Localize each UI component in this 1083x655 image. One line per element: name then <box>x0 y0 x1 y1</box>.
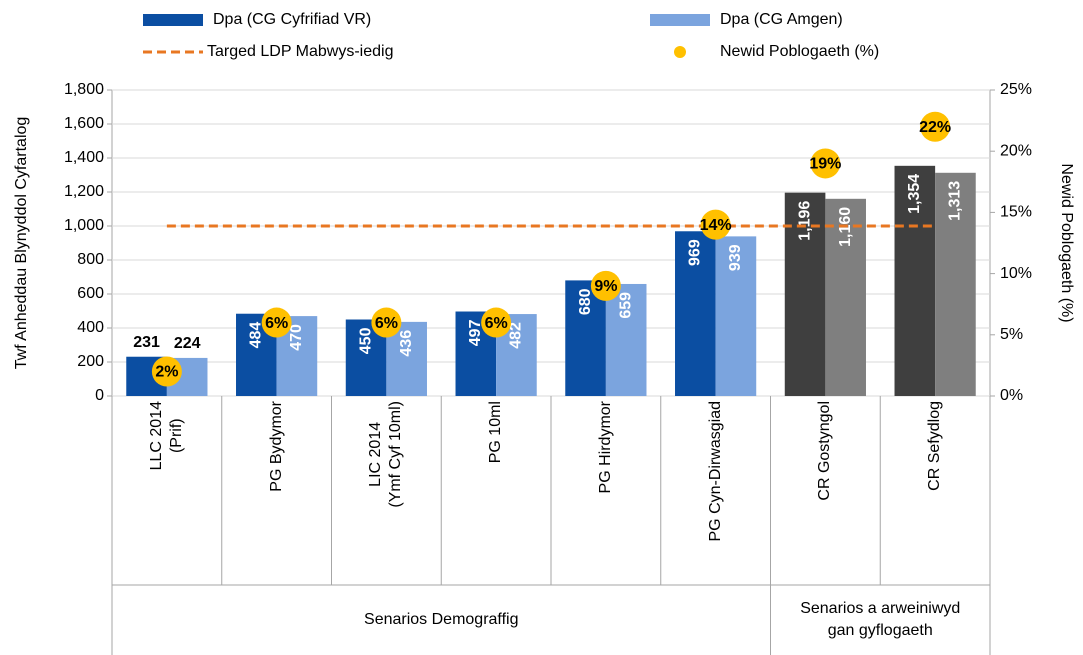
y-tick-label: 1,000 <box>64 217 104 234</box>
bar <box>565 280 606 396</box>
y-tick-label: 1,600 <box>64 115 104 132</box>
value-label: 484 <box>248 322 265 349</box>
y-tick-label: 600 <box>77 285 104 302</box>
legend-swatch <box>650 14 710 26</box>
dot-label: 19% <box>809 156 841 173</box>
bar <box>825 198 866 396</box>
legend-label: Targed LDP Mabwys-iedig <box>207 43 393 60</box>
x-tick-label: LIC 2014 (Ymf Cyf 10ml) <box>367 401 405 508</box>
value-label: 659 <box>617 292 634 319</box>
bar <box>605 283 647 396</box>
y2-tick-label: 20% <box>1000 142 1032 159</box>
x-tick-label: CR Sefydlog <box>926 401 944 491</box>
group-label: Senarios Demograffig <box>364 611 519 628</box>
y2-tick-label: 5% <box>1000 326 1023 343</box>
y-tick-label: 0 <box>95 387 104 404</box>
population-dot <box>590 270 621 301</box>
population-dot <box>920 111 951 142</box>
x-tick-label: PG Hirdymor <box>596 401 614 494</box>
population-dot <box>700 209 731 240</box>
population-dot <box>151 356 182 387</box>
x-tick-label: LLC 2014 (Prif) <box>147 401 185 471</box>
y-tick-label: 1,400 <box>64 149 104 166</box>
dot-label: 6% <box>265 315 288 332</box>
population-dot <box>810 148 841 179</box>
value-label: 1,354 <box>906 174 923 214</box>
dot-label: 6% <box>485 315 508 332</box>
y-tick-label: 400 <box>77 319 104 336</box>
bar <box>935 172 976 396</box>
y2-axis-title: Newid Poblogaeth (%) <box>1058 163 1075 322</box>
legend-label: Dpa (CG Amgen) <box>720 11 843 28</box>
value-label: 470 <box>288 324 305 351</box>
population-dot <box>371 307 402 338</box>
value-label: 231 <box>133 334 160 351</box>
value-label: 680 <box>577 288 594 315</box>
value-label: 497 <box>467 319 484 346</box>
x-tick-label: CR Gostyngol <box>816 401 834 501</box>
y2-tick-label: 15% <box>1000 204 1032 221</box>
y-tick-label: 1,800 <box>64 81 104 98</box>
y-tick-label: 1,200 <box>64 183 104 200</box>
value-label: 969 <box>687 239 704 266</box>
y2-tick-label: 10% <box>1000 265 1032 282</box>
population-dot <box>481 307 512 338</box>
legend-label: Dpa (CG Cyfrifiad VR) <box>213 11 371 28</box>
value-label: 436 <box>398 330 415 357</box>
x-tick-label: PG Bydymor <box>267 401 285 492</box>
value-label: 482 <box>508 322 525 349</box>
dot-label: 14% <box>700 217 732 234</box>
dot-label: 9% <box>594 278 617 295</box>
bar <box>675 231 716 396</box>
y-tick-label: 800 <box>77 251 104 268</box>
population-dot <box>261 307 292 338</box>
value-label: 1,196 <box>796 201 813 241</box>
group-label: Senarios a arweiniwyd gan gyflogaeth <box>800 600 961 639</box>
value-label: 224 <box>174 335 201 352</box>
y2-tick-label: 25% <box>1000 81 1032 98</box>
value-label: 939 <box>727 244 744 271</box>
legend-label: Newid Poblogaeth (%) <box>720 43 879 60</box>
legend-swatch <box>674 46 686 58</box>
x-tick-label: PG Cyn-Dirwasgiad <box>706 401 724 542</box>
y-tick-label: 200 <box>77 353 104 370</box>
y2-tick-label: 0% <box>1000 387 1023 404</box>
value-label: 450 <box>357 327 374 354</box>
legend-swatch <box>143 14 203 26</box>
dot-label: 2% <box>155 364 178 381</box>
dot-label: 6% <box>375 315 398 332</box>
dot-label: 22% <box>919 119 951 136</box>
bar <box>715 236 757 396</box>
x-tick-label: PG 10ml <box>487 401 505 464</box>
bar <box>894 165 936 396</box>
value-label: 1,313 <box>947 181 964 221</box>
y-axis-title: Twf Anheddau Blynyddol Cyfartalog <box>13 117 30 370</box>
